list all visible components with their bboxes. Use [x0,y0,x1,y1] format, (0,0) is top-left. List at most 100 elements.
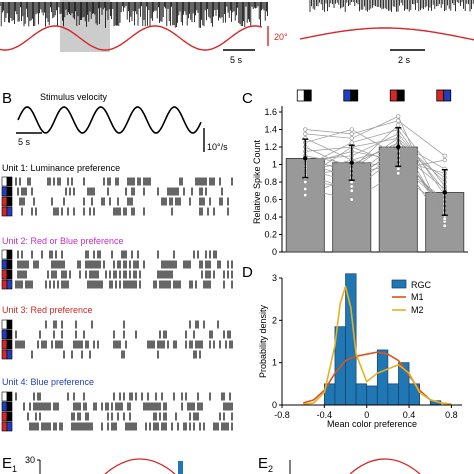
panel-d-ytick-label: 2 [272,315,277,325]
panel-d-xtick-label: 0 [364,410,369,420]
panel-d-y-axis-title: Probability density [258,304,268,378]
panel-c-ytick-label: 0.2 [264,230,277,240]
unit-2-key-red-black-right [6,269,13,280]
unit-3-key-white-black-left [1,319,8,330]
panel-d-xtick-label: 0.8 [445,410,458,420]
panel-c-unit-point [349,197,354,202]
panel-c-color-key-red-blue-left [436,89,445,102]
unit-1-key-blue-black-right [6,186,13,197]
unit-2-raster-row-red-black [17,270,233,279]
panel-e: E 1 30 E 2 [2,455,421,474]
panel-e1-stimulus-trace [104,458,176,474]
panel-c-ytick-label: 0.6 [264,195,277,205]
unit-2-raster-row-white-black [17,250,217,259]
panel-e2-label: E [258,455,268,472]
panel-a-amplitude-label: 20° [274,32,288,42]
panel-c-unit-point [396,171,401,176]
unit-3-title: Unit 3: Red preference [2,305,93,315]
panel-c-unit-line [305,146,446,205]
unit-3-raster-row-red-black [15,340,233,349]
panel-d-legend-label-m2: M2 [411,305,424,315]
unit-3-raster-row-red-blue [31,350,201,359]
unit-2-key-blue-black-left [1,259,8,270]
panel-c-unit-point [349,184,354,189]
unit-3-key-white-black-right [6,319,13,330]
unit-3-key-blue-black-right [6,329,13,340]
unit-3-key-red-black-left [1,339,8,350]
unit-2-key-white-black-left [1,249,8,260]
panel-c-ytick-label: 0 [272,247,277,257]
unit-4-key-white-black-left [1,391,8,402]
panel-e1-subscript: 1 [12,464,17,474]
panel-a-spike-trace-left [0,2,268,28]
panel-d-label: D [242,264,253,281]
panel-c-unit-line [305,172,446,209]
unit-4-title: Unit 4: Blue preference [2,377,94,387]
panel-e1-bar [178,461,183,474]
panel-b-stimulus-velocity-trace [17,106,202,134]
panel-e1-ytick-top: 30 [25,455,35,465]
panel-a-stimulus-trace-left [0,25,263,51]
panel-c-mean-point [442,190,447,195]
panel-d-xtick-label: 0.4 [403,410,416,420]
unit-1-raster-row-blue-black [17,187,223,196]
unit-2-key-white-black-right [6,249,13,260]
panel-d-legend-label-rgc: RGC [411,280,432,290]
panel-c-unit-line [305,142,446,219]
unit-4-key-red-blue-right [6,421,13,432]
unit-4-key-blue-black-right [6,401,13,412]
unit-2-key-red-blue-right [6,279,13,290]
panel-c-ytick-label: 1.4 [264,125,277,135]
unit-4-raster-row-blue-black [23,402,233,411]
panel-c-unit-point [303,131,308,136]
unit-1-key-red-black-left [1,196,8,207]
panel-c-color-key-blue-black-right [350,89,359,102]
unit-2-title: Unit 2: Red or Blue preference [2,236,124,246]
unit-3-raster-row-white-black [45,320,219,329]
unit-1-raster-row-red-black [19,197,229,206]
panel-d-ytick-label: 3 [272,273,277,283]
panel-c-y-axis-title: Relative Spike Count [252,139,262,224]
unit-1-key-white-black-right [6,176,13,187]
unit-1-raster-row-red-blue [21,207,229,216]
panel-c-unit-point [396,123,401,128]
panel-c-ytick-label: 1 [272,160,277,170]
panel-a-time-label-left: 5 s [230,55,243,65]
panel-c-unit-point [442,153,447,158]
panel-c-unit-line [305,159,445,172]
panel-b: B Stimulus velocity 5 s 10°/s Unit 1: Lu… [1,90,233,432]
panel-c-unit-point [303,179,308,185]
unit-4-key-blue-black-left [1,401,8,412]
panel-d-histogram-bin [376,349,389,406]
panel-d-histogram-bin [355,383,368,406]
unit-3-raster-row-blue-black [15,330,231,339]
panel-c-unit-point [442,158,447,163]
panel-a-time-label-right: 2 s [398,55,411,65]
panel-c-unit-point [442,216,447,221]
panel-d-legend-label-m1: M1 [411,292,424,302]
unit-4-key-red-black-left [1,411,8,422]
unit-2-key-red-black-left [1,269,8,280]
panel-c-unit-point [303,127,308,132]
panel-a: 20° 5 s 2 s [0,0,474,65]
panel-c-color-key-blue-black-left [343,89,352,102]
unit-4-key-white-black-right [6,391,13,402]
panel-d-chart: 0 1 2 3 -0.8 -0.4 0 0.4 0.8 Mean color preference… [258,273,462,429]
panel-b-label: B [2,90,12,107]
panel-c-unit-line [305,129,446,196]
panel-b-stimulus-title: Stimulus velocity [40,92,108,102]
panel-d-ytick-label: 1 [272,358,277,368]
panel-d-xtick-label: -0.4 [317,410,333,420]
panel-e2-stimulus-trace [349,458,421,474]
panel-c-color-key-white-black-left [296,89,305,102]
panel-e1-label: E [2,455,12,472]
panel-b-velocity-label: 10°/s [207,142,228,152]
unit-1-title: Unit 1: Luminance preference [2,163,120,173]
panel-c-unit-line [305,137,446,183]
unit-4-raster-row-red-black [27,412,233,421]
panel-d-xtick-label: -0.8 [274,410,290,420]
panel-c-unit-point [349,188,354,193]
unit-4-raster-row-white-black [15,392,231,401]
panel-c-unit-point [442,223,447,228]
